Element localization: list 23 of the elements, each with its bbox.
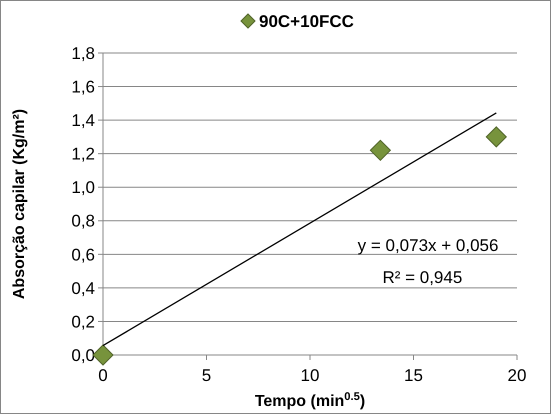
y-tick-label: 1,8 bbox=[71, 44, 95, 63]
y-axis-title: Absorção capilar (Kg/m²) bbox=[11, 108, 28, 300]
point bbox=[92, 344, 114, 366]
y-tick-label: 1,6 bbox=[71, 78, 95, 97]
point bbox=[370, 140, 391, 161]
y-tick-label: 1,0 bbox=[71, 178, 95, 198]
x-tick-label: 20 bbox=[508, 366, 526, 385]
point bbox=[486, 126, 507, 148]
annotation: R² = 0,945 bbox=[382, 268, 462, 287]
x-tick-label: 10 bbox=[300, 366, 320, 385]
x-axis-title: Tempo (min$^{0.5}$) bbox=[254, 391, 366, 410]
y-tick-label: 1,4 bbox=[71, 111, 95, 130]
x-tick-label: 0 bbox=[98, 366, 108, 385]
annotation: y = 0,073x + 0,056 bbox=[358, 236, 498, 255]
x-tick-label: 5 bbox=[202, 366, 212, 385]
y-tick-label: 0,6 bbox=[71, 245, 95, 264]
y-tick-label: 1,2 bbox=[71, 144, 95, 164]
y-tick-label: 0,2 bbox=[71, 312, 95, 332]
x-tick-label: 15 bbox=[404, 366, 423, 385]
y-tick-label: 0,8 bbox=[71, 212, 95, 231]
y-tick-label: 0,4 bbox=[71, 278, 95, 298]
y-tick-label: 0,0 bbox=[71, 346, 95, 365]
legend-label: 90C+10FCC bbox=[259, 12, 354, 31]
